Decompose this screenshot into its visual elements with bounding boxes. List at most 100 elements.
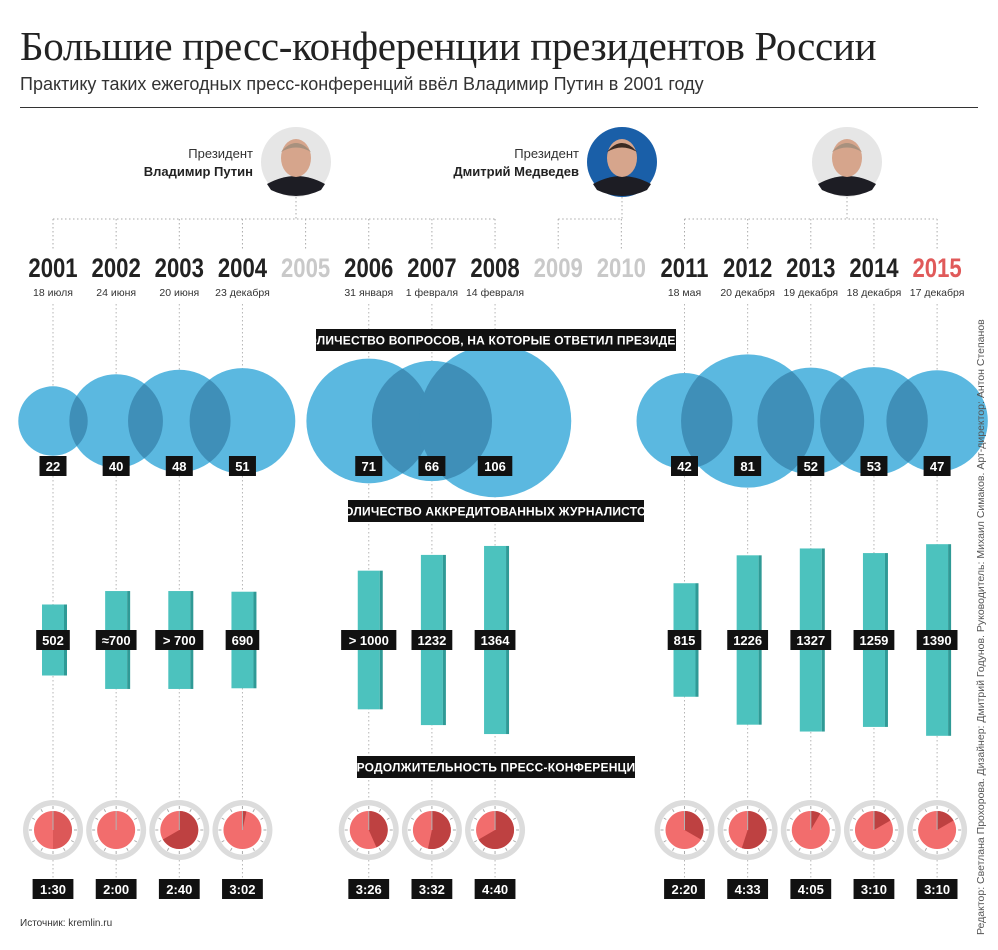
clock-tick	[947, 847, 950, 852]
clock-tick	[378, 847, 382, 852]
clock-tick	[828, 840, 832, 843]
section-header-box	[348, 500, 644, 522]
date-label: 19 декабря	[783, 287, 838, 299]
clock-tick	[449, 817, 453, 820]
clock-tick	[252, 847, 255, 852]
clock-tick	[852, 817, 857, 820]
clock-tick	[158, 840, 162, 843]
questions-bubble	[18, 386, 88, 456]
page-title: Большие пресс-конференции президентов Ро…	[20, 23, 877, 69]
clock-tick	[347, 817, 351, 820]
questions-value: 71	[362, 459, 376, 474]
duration-sector	[53, 811, 72, 849]
questions-value: 51	[235, 459, 249, 474]
clock-tick	[134, 840, 138, 843]
portrait-suit-shape	[593, 176, 651, 196]
clock-tick	[884, 808, 887, 813]
year-label: 2015	[912, 254, 961, 284]
president-connectors	[52, 197, 938, 249]
clock-tick	[798, 847, 801, 852]
section-header-box	[316, 329, 676, 351]
duration-label-box	[32, 879, 74, 899]
clock-tick	[828, 817, 832, 820]
clock-tick	[861, 847, 864, 852]
clock-tick	[482, 808, 485, 813]
clock-tick	[347, 840, 351, 843]
clock-tick	[63, 847, 66, 852]
duration-clocks: 1:30 2:00 2:40 3:02 3:26 3:32 4:40 2:20 4:33 4:05…	[23, 800, 968, 899]
clock-tick	[189, 847, 192, 852]
clock-tick	[757, 847, 761, 852]
duration-label-box	[916, 879, 958, 899]
journalists-value: 1259	[859, 633, 888, 648]
year-axis: 2001 18 июля 2002 24 июня 2003 20 июня 2004 23 …	[28, 254, 964, 299]
clock-tick	[126, 808, 129, 813]
clock-tick	[31, 817, 36, 820]
duration-sector	[162, 811, 199, 850]
clock-tick	[765, 840, 769, 843]
questions-bubbles: 22 40 48 51 71 66 106 42 81 52 53 47	[18, 344, 988, 498]
journalists-label-box	[155, 630, 204, 650]
portrait-hair-shape	[607, 143, 637, 152]
journalists-label-box	[916, 630, 958, 650]
year-label: 2007	[407, 254, 456, 284]
journalists-value: 690	[232, 633, 254, 648]
clock-tick	[441, 847, 445, 852]
section-header-text: КОЛИЧЕСТВО ВОПРОСОВ, НА КОТОРЫЕ ОТВЕТИЛ …	[300, 334, 693, 348]
clock-tick	[924, 808, 928, 813]
clock-tick	[40, 847, 43, 852]
clock-tick	[798, 808, 801, 813]
journalists-label-box	[667, 630, 702, 650]
duration-sector	[368, 811, 388, 848]
section-header-box	[357, 756, 635, 778]
duration-value: 3:10	[861, 882, 887, 897]
clock-tick	[70, 817, 75, 820]
date-label: 1 февраля	[406, 287, 458, 299]
year-label: 2008	[470, 254, 519, 284]
questions-value: 53	[867, 459, 881, 474]
journalists-value: 1232	[417, 633, 446, 648]
date-label: 14 февраля	[466, 287, 524, 299]
clock-tick	[820, 808, 824, 813]
clock-tick	[482, 847, 485, 852]
duration-value: 3:10	[924, 882, 950, 897]
bubble-overlap	[418, 360, 493, 482]
clock-tick	[356, 847, 359, 852]
date-label: 20 июня	[159, 287, 199, 299]
date-label: 17 декабря	[910, 287, 965, 299]
questions-label-box	[671, 456, 698, 476]
president-role-label: Президент	[188, 146, 253, 161]
clock-tick	[694, 847, 697, 852]
clock-tick	[166, 847, 170, 852]
journalists-value: 815	[674, 633, 696, 648]
section-header-text: ПРОДОЛЖИТЕЛЬНОСТЬ ПРЕСС-КОНФЕРЕНЦИЙ	[348, 760, 644, 775]
journalists-bars: 502 ≈700 > 700 690 > 1000 1232 1364 815 1226 1327…	[36, 544, 958, 736]
clock-tick	[197, 817, 201, 820]
section-headers: КОЛИЧЕСТВО ВОПРОСОВ, НА КОТОРЫЕ ОТВЕТИЛ …	[300, 329, 693, 778]
page-subtitle: Практику таких ежегодных пресс-конференц…	[20, 74, 704, 94]
clock-tick	[95, 817, 99, 820]
questions-value: 81	[740, 459, 754, 474]
questions-value: 22	[46, 459, 60, 474]
questions-value: 48	[172, 459, 186, 474]
journalists-value: > 700	[163, 633, 196, 648]
clock-tick	[221, 840, 225, 843]
clock-tick	[884, 847, 887, 852]
questions-label-box	[102, 456, 130, 476]
journalists-value: 1390	[923, 633, 952, 648]
clock-tick	[230, 847, 233, 852]
clock-tick	[70, 840, 75, 843]
bubble-overlap	[189, 369, 231, 473]
bubble-overlap	[371, 360, 432, 482]
year-label: 2005	[281, 254, 330, 284]
clock-tick	[386, 840, 390, 843]
questions-label-box	[418, 456, 446, 476]
questions-label-box	[923, 456, 951, 476]
duration-value: 2:00	[103, 882, 129, 897]
clock-tick	[410, 817, 414, 820]
year-label: 2011	[660, 254, 708, 284]
clock-tick	[757, 808, 761, 813]
president-role-label: Президент	[514, 146, 579, 161]
clock-tick	[356, 808, 359, 813]
